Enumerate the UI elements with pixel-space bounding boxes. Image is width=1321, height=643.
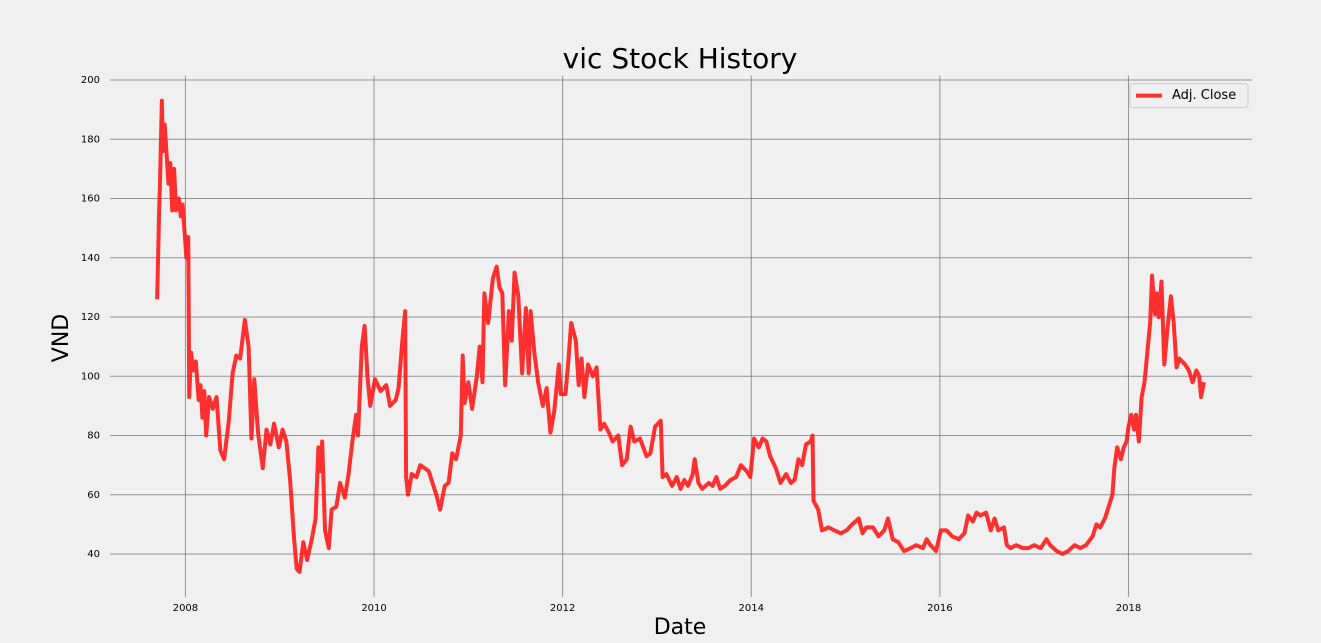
y-tick-label: 160 (81, 194, 100, 205)
legend-box (1129, 83, 1249, 109)
y-tick-label: 60 (87, 490, 100, 501)
x-tick-label: 2018 (1116, 603, 1141, 614)
y-tick-label: 80 (87, 431, 100, 442)
y-tick-label: 180 (81, 134, 100, 145)
y-tick-label: 200 (81, 75, 100, 86)
line-series (155, 98, 1206, 574)
y-axis-label: VND (49, 314, 74, 362)
chart-title: vic Stock History (563, 42, 798, 75)
x-tick-label: 2008 (173, 603, 198, 614)
x-tick-label: 2014 (739, 603, 764, 614)
x-tick-label: 2010 (361, 603, 386, 614)
x-tick-label: 2012 (550, 603, 575, 614)
y-tick-label: 120 (81, 312, 100, 323)
x-tick-label: 2016 (927, 603, 952, 614)
y-tick-label: 100 (81, 371, 100, 382)
x-axis-label: Date (654, 615, 707, 640)
legend-label: Adj. Close (1172, 88, 1236, 103)
y-tick-label: 40 (87, 549, 100, 560)
y-tick-label: 140 (81, 253, 100, 264)
